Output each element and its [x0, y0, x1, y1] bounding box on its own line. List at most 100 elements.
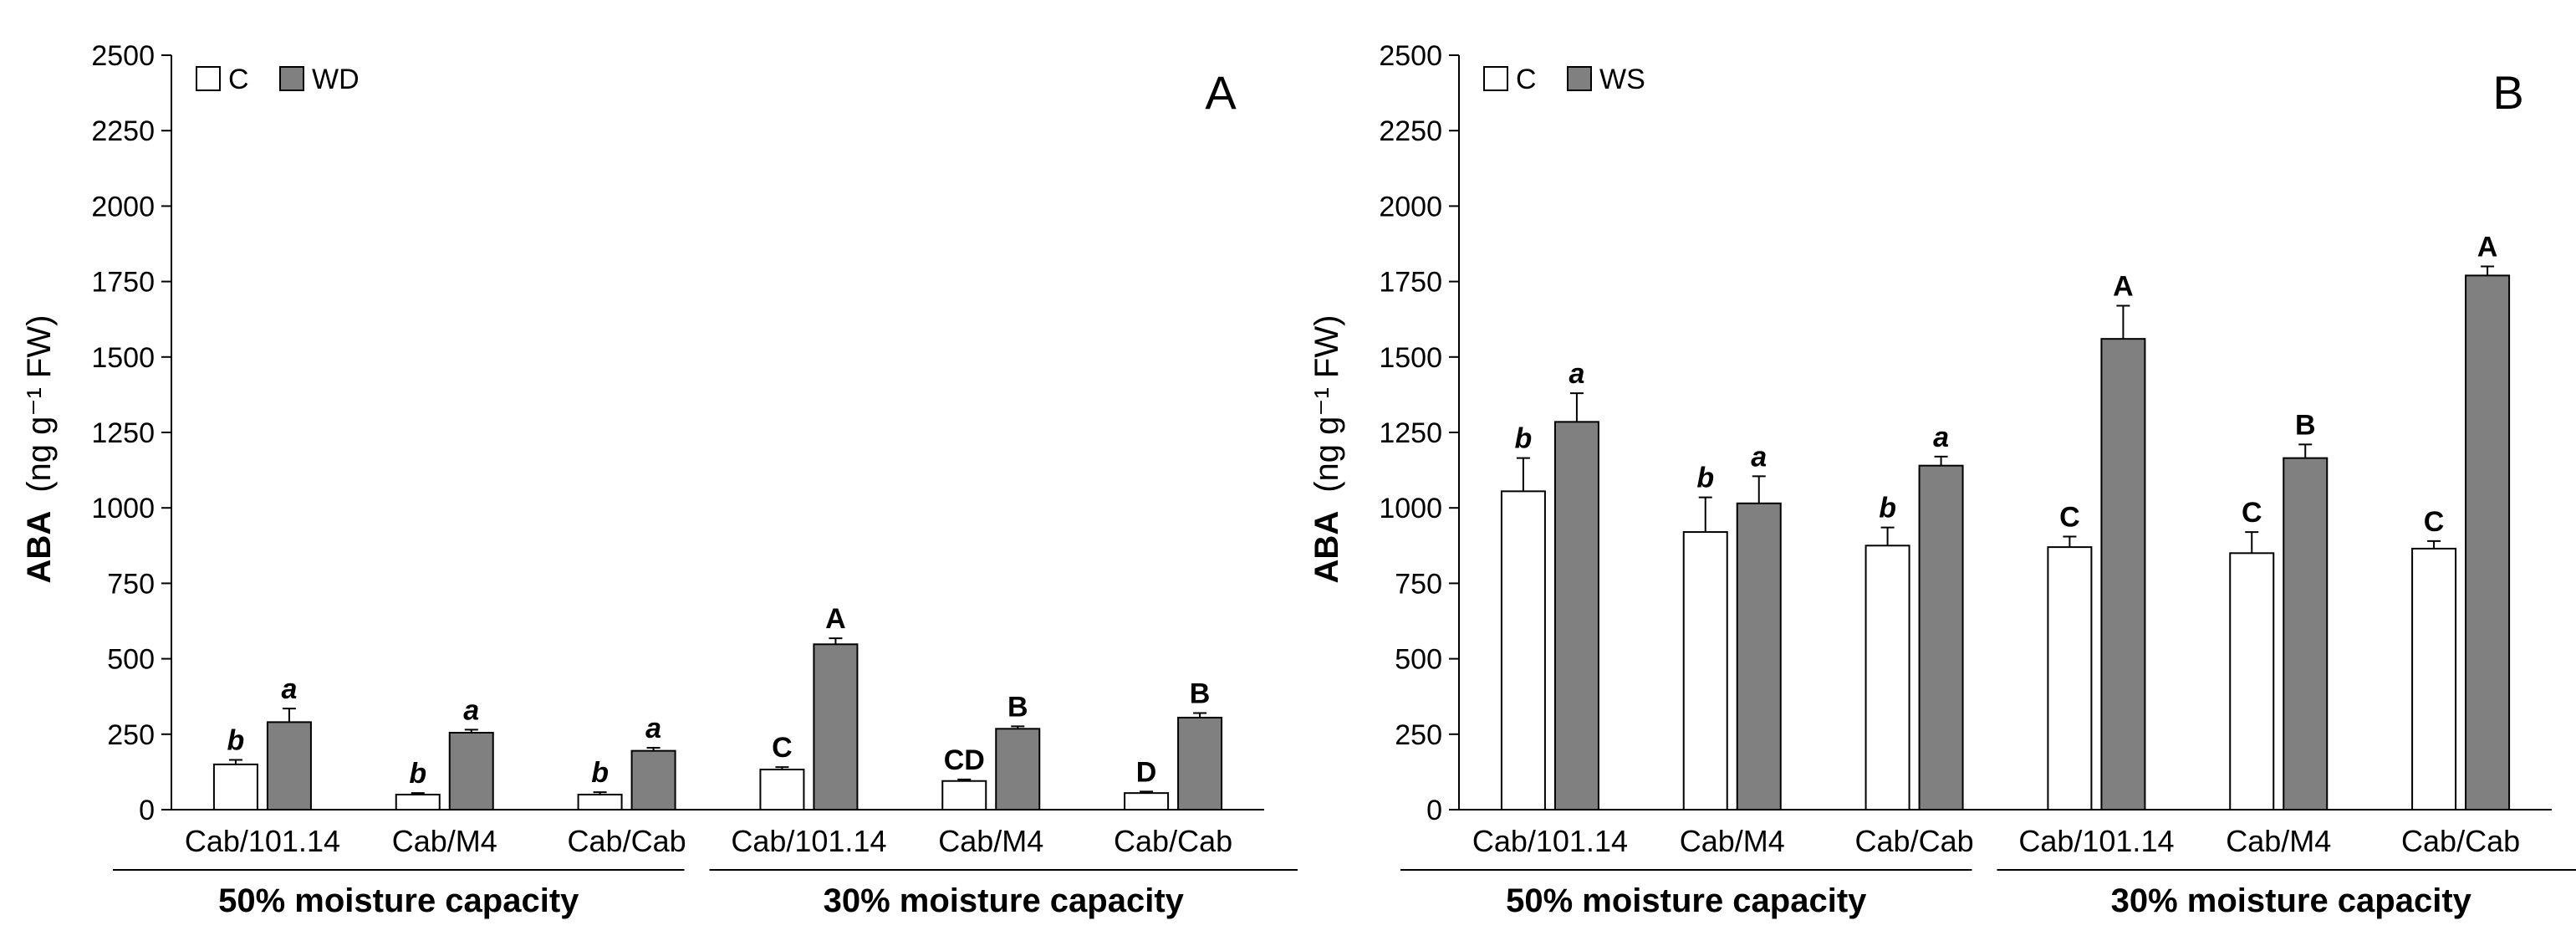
- significance-letter: C: [2424, 506, 2445, 538]
- bar-treatment: [2465, 274, 2511, 811]
- bar-treatment: [1553, 421, 1599, 810]
- legend-swatch: [279, 66, 304, 91]
- x-category-label: Cab/Cab: [568, 824, 686, 858]
- y-tick-label: 1000: [1379, 493, 1442, 524]
- bar-treatment: [1177, 716, 1223, 810]
- bar-treatment: [1918, 464, 1964, 810]
- y-tick-label: 2250: [1379, 115, 1442, 147]
- bar-treatment: [266, 721, 312, 810]
- bar-control: [395, 793, 441, 811]
- bar-control: [212, 763, 258, 811]
- legend-swatch: [196, 66, 221, 91]
- y-tick-label: 250: [1395, 719, 1442, 751]
- x-category-label: Cab/Cab: [1855, 824, 1974, 858]
- significance-letter: b: [1879, 493, 1896, 524]
- bar-treatment: [630, 749, 676, 810]
- bar-control: [941, 780, 987, 810]
- y-tick-label: 2500: [91, 40, 155, 72]
- bar-control: [1864, 545, 1910, 810]
- significance-letter: a: [1569, 358, 1584, 390]
- bar-control: [2047, 546, 2093, 810]
- significance-letter: a: [645, 713, 661, 744]
- y-axis-label-name: ABA: [1308, 511, 1345, 584]
- y-tick-label: 1000: [91, 493, 155, 524]
- significance-letter: C: [772, 732, 793, 764]
- significance-letter: a: [1933, 422, 1949, 453]
- y-tick-label: 500: [1395, 644, 1442, 676]
- bar-control: [2229, 552, 2275, 810]
- significance-letter: D: [1136, 756, 1157, 788]
- y-tick-label: 1250: [91, 417, 155, 449]
- significance-letter: b: [409, 758, 426, 790]
- group-label: 50% moisture capacity: [1506, 882, 1867, 919]
- bar-control: [759, 769, 805, 811]
- x-category-label: Cab/101.14: [2018, 824, 2174, 858]
- significance-letter: b: [1696, 463, 1714, 494]
- x-category-label: Cab/M4: [1680, 824, 1785, 858]
- y-tick-label: 250: [107, 719, 155, 751]
- x-category-label: Cab/Cab: [1114, 824, 1232, 858]
- legend-swatch: [1567, 66, 1592, 91]
- significance-letter: B: [1190, 678, 1211, 710]
- x-category-label: Cab/Cab: [2401, 824, 2520, 858]
- y-tick-label: 0: [1426, 795, 1442, 826]
- x-category-label: Cab/101.14: [185, 824, 340, 858]
- group-label: 50% moisture capacity: [218, 882, 579, 919]
- significance-letter: a: [463, 694, 479, 726]
- bar-treatment: [448, 731, 494, 810]
- y-tick-label: 1750: [91, 267, 155, 299]
- significance-letter: A: [825, 603, 846, 635]
- legend-label: C: [228, 64, 249, 95]
- significance-letter: A: [2477, 232, 2498, 263]
- bar-treatment: [813, 643, 859, 811]
- bar-control: [1124, 792, 1170, 811]
- y-tick-label: 2500: [1379, 40, 1442, 72]
- bar-control: [2411, 547, 2457, 811]
- legend-label: WS: [1599, 64, 1645, 95]
- group-label: 30% moisture capacity: [824, 882, 1185, 919]
- significance-letter: C: [2242, 497, 2262, 529]
- bar-control: [577, 793, 623, 811]
- x-category-label: Cab/101.14: [1472, 824, 1628, 858]
- significance-letter: B: [1007, 691, 1028, 723]
- y-axis-label: ABA (ng g⁻¹ FW): [21, 315, 58, 584]
- significance-letter: B: [2295, 409, 2316, 441]
- y-axis-label-unit: (ng g⁻¹ FW): [21, 315, 58, 493]
- bar-control: [1500, 490, 1546, 811]
- significance-letter: A: [2113, 270, 2134, 302]
- y-tick-label: 0: [139, 795, 155, 826]
- y-tick-label: 1500: [91, 342, 155, 374]
- y-axis-label: ABA (ng g⁻¹ FW): [1308, 315, 1345, 584]
- y-axis-label-unit: (ng g⁻¹ FW): [1308, 315, 1345, 493]
- y-tick-label: 1750: [1379, 267, 1442, 299]
- legend-label: C: [1516, 64, 1537, 95]
- bar-control: [1682, 531, 1728, 811]
- x-category-label: Cab/M4: [392, 824, 497, 858]
- y-tick-label: 750: [107, 568, 155, 600]
- x-category-label: Cab/101.14: [731, 824, 886, 858]
- y-tick-label: 500: [107, 644, 155, 676]
- bar-treatment: [2100, 338, 2146, 811]
- legend-label: WD: [312, 64, 360, 95]
- significance-letter: b: [227, 724, 245, 756]
- panel-label: A: [1205, 66, 1237, 119]
- group-label: 30% moisture capacity: [2111, 882, 2472, 919]
- bar-treatment: [2283, 457, 2329, 811]
- significance-letter: a: [1751, 441, 1767, 473]
- x-category-label: Cab/M4: [938, 824, 1043, 858]
- x-category-label: Cab/M4: [2226, 824, 2331, 858]
- panel-label: B: [2492, 66, 2523, 119]
- significance-letter: a: [281, 673, 297, 705]
- y-tick-label: 2250: [91, 115, 155, 147]
- y-tick-label: 1250: [1379, 417, 1442, 449]
- y-tick-label: 2000: [91, 191, 155, 222]
- bar-treatment: [1736, 502, 1782, 811]
- significance-letter: C: [2059, 501, 2080, 533]
- significance-letter: CD: [944, 744, 985, 776]
- legend-swatch: [1483, 66, 1508, 91]
- significance-letter: b: [1515, 423, 1533, 455]
- y-tick-label: 750: [1395, 568, 1442, 600]
- bar-treatment: [995, 728, 1041, 810]
- y-tick-label: 1500: [1379, 342, 1442, 374]
